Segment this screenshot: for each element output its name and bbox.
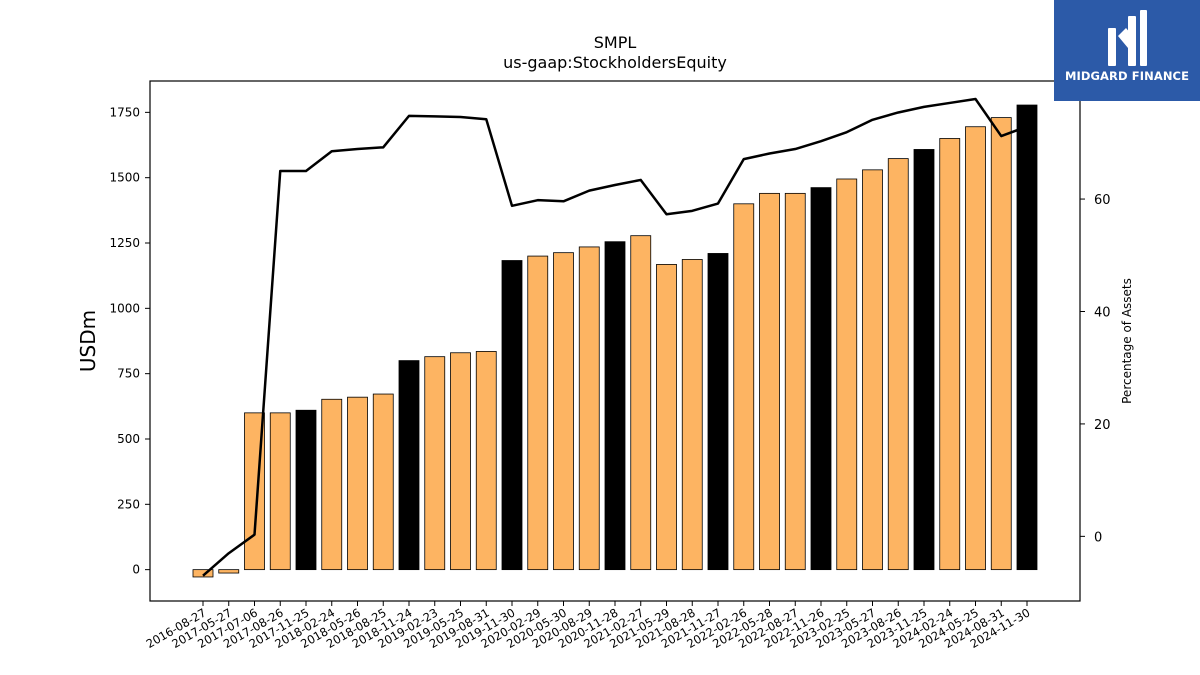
y2-tick-label: 40	[1094, 305, 1111, 320]
midgard-logo-icon	[1108, 10, 1147, 66]
y-tick-label: 1750	[109, 105, 140, 119]
bar-2021-08-28	[681, 259, 703, 571]
bar-2019-02-23	[424, 356, 446, 571]
y2-tick-label: 0	[1094, 530, 1102, 545]
chart-title: SMPL	[594, 33, 637, 52]
bar-2017-08-26	[269, 412, 291, 571]
bar-2021-05-29	[656, 264, 677, 571]
bar-2016-08-27	[192, 569, 214, 578]
bar-2017-11-25	[295, 409, 317, 571]
bar-2023-11-25	[913, 149, 935, 571]
bar-2018-08-25	[372, 393, 394, 571]
bar-2024-08-31	[990, 117, 1012, 571]
chart-subtitle: us-gaap:StockholdersEquity	[503, 53, 727, 72]
bar-2022-11-26	[810, 187, 832, 571]
right-axis-ticks: 0 20 40 60	[1080, 193, 1111, 545]
y-tick-label: 0	[132, 563, 140, 577]
y2-tick-label: 20	[1094, 418, 1111, 433]
bar-2017-05-27	[218, 569, 240, 574]
bar-2021-11-27	[707, 253, 729, 571]
y-tick-label: 1000	[109, 301, 140, 315]
y2-tick-label: 60	[1094, 193, 1111, 208]
y-axis-label: USDm	[76, 310, 100, 372]
y-tick-label: 750	[117, 367, 140, 381]
bar-2022-05-28	[759, 192, 780, 571]
bar-2019-05-25	[450, 352, 471, 571]
y2-axis-label: Percentage of Assets	[1120, 278, 1134, 404]
bar-2024-11-30	[1016, 104, 1038, 571]
bar-2020-11-28	[604, 241, 626, 571]
y-tick-label: 500	[117, 432, 140, 446]
brand-logo: MIDGARD FINANCE	[1054, 0, 1200, 101]
bar-2020-08-29	[578, 246, 600, 571]
bar-2020-02-29	[527, 255, 549, 571]
bar-2022-02-26	[733, 203, 755, 571]
bar-2018-11-24	[398, 360, 420, 571]
left-axis-ticks: 0 250 500 750 1000 1250 1500 1750	[109, 105, 150, 577]
y-tick-label: 1250	[109, 236, 140, 250]
bar-2024-02-24	[939, 138, 961, 571]
bar-2018-02-24	[321, 398, 343, 571]
bar-series	[192, 104, 1038, 578]
y-tick-label: 250	[117, 497, 140, 511]
x-axis-ticks: 2016-08-272017-05-272017-07-062017-08-26…	[144, 601, 1033, 651]
bar-2023-05-27	[862, 169, 883, 571]
bar-2018-05-26	[347, 396, 368, 571]
brand-name: MIDGARD FINANCE	[1064, 69, 1190, 83]
bar-2023-02-25	[836, 178, 858, 571]
bar-2019-11-30	[501, 260, 523, 571]
bar-2020-05-30	[553, 252, 574, 571]
y-tick-label: 1500	[109, 171, 140, 185]
bar-2021-02-27	[630, 235, 652, 571]
bar-2024-05-25	[965, 126, 986, 571]
bar-2019-08-31	[475, 351, 497, 571]
bar-2022-08-27	[784, 192, 806, 571]
percentage-of-assets-line	[202, 97, 1028, 577]
bar-2023-08-26	[887, 158, 909, 571]
